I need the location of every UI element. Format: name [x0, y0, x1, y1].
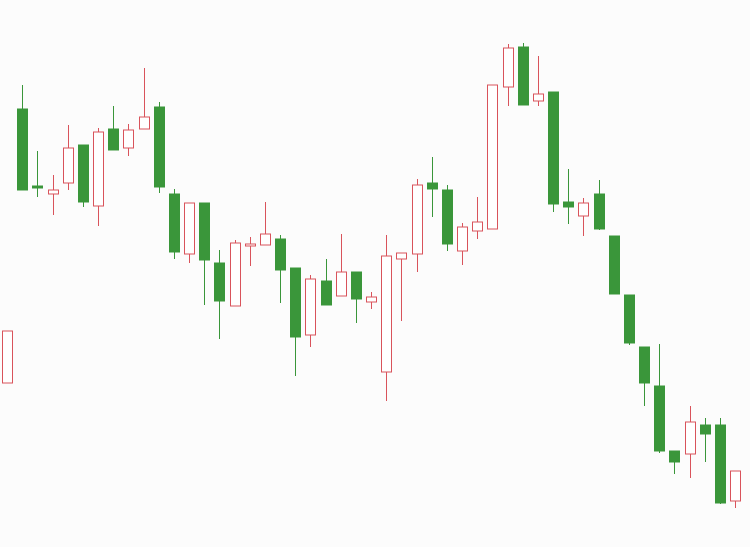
candle-body: [123, 129, 134, 149]
candle-body: [563, 201, 574, 208]
candle-body: [108, 128, 119, 151]
candle-body: [533, 93, 544, 102]
candle-body: [427, 182, 438, 190]
candle-body: [578, 202, 589, 217]
candle-body: [260, 233, 271, 246]
candle-body: [184, 202, 195, 255]
candle-body: [715, 424, 726, 504]
candle-body: [275, 238, 286, 271]
candle-body: [245, 243, 256, 247]
candle-body: [2, 330, 13, 384]
candle-body: [669, 450, 680, 463]
candle-body: [93, 131, 104, 207]
candle-body: [48, 189, 59, 195]
candle-body: [730, 470, 741, 502]
candle-body: [594, 193, 605, 230]
candle-body: [63, 147, 74, 184]
candle-body: [518, 46, 529, 106]
candle-body: [503, 47, 514, 88]
candle-body: [700, 424, 711, 435]
candle-body: [230, 242, 241, 307]
candle-body: [639, 346, 650, 384]
candle-body: [457, 226, 468, 252]
candle-body: [169, 193, 180, 253]
candle-body: [305, 278, 316, 336]
candle-body: [139, 116, 150, 130]
candle-body: [472, 221, 483, 232]
candle-body: [154, 106, 165, 188]
candle-body: [487, 84, 498, 230]
candle-body: [685, 421, 696, 455]
candle-body: [17, 108, 28, 191]
candle-body: [214, 262, 225, 302]
candle-body: [624, 294, 635, 344]
candle-body: [199, 202, 210, 261]
candle-body: [351, 271, 362, 300]
candle-body: [321, 280, 332, 306]
candle-body: [290, 267, 301, 338]
candle-body: [548, 91, 559, 205]
candle-body: [381, 255, 392, 373]
candle-body: [78, 144, 89, 203]
candle-body: [396, 252, 407, 260]
candle-body: [336, 271, 347, 297]
candle-body: [654, 385, 665, 452]
candle-body: [442, 189, 453, 245]
candle-body: [412, 184, 423, 255]
candle-body: [366, 296, 377, 303]
candle-body: [32, 185, 43, 189]
candle-body: [609, 235, 620, 295]
